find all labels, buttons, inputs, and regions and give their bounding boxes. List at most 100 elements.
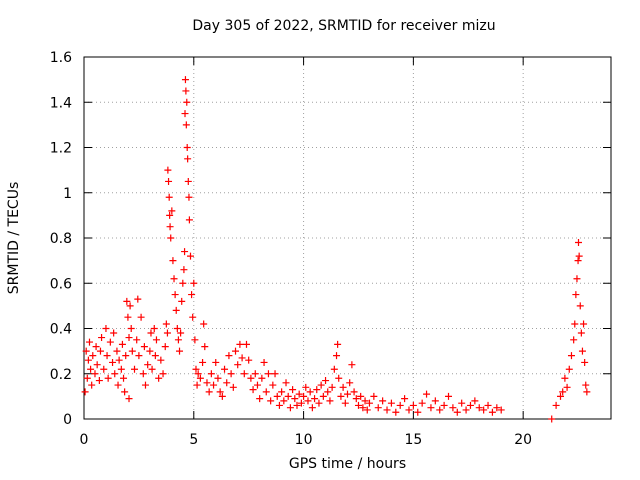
data-point [144,361,152,369]
data-point [100,365,108,373]
data-point [319,392,327,400]
data-point [155,374,163,382]
data-point [194,370,202,378]
data-point [82,347,90,355]
data-point [284,392,292,400]
data-point [423,390,431,398]
data-point [180,266,188,274]
data-point [229,383,237,391]
data-point [188,291,196,299]
data-point [571,320,579,328]
data-point [186,252,194,260]
plot-frame [83,56,612,420]
data-point [462,406,470,414]
y-tick-label: 1.4 [50,95,72,111]
data-point [216,388,224,396]
data-points [81,76,591,423]
data-point [128,347,136,355]
data-point [207,370,215,378]
data-point [488,408,496,416]
data-point [122,352,130,360]
data-point [218,392,226,400]
x-axis-label: GPS time / hours [288,456,407,472]
data-point [184,177,192,185]
data-point [348,361,356,369]
data-point [256,395,264,403]
data-point [192,365,200,373]
data-point [458,399,466,407]
data-point [273,392,281,400]
data-point [92,343,100,351]
data-point [561,374,569,382]
data-point [147,329,155,337]
data-point [88,381,96,389]
data-point [493,404,501,412]
data-point [115,356,123,364]
data-point [93,361,101,369]
y-axis-label: SRMTID / TECUs [6,181,22,295]
data-point [363,406,371,414]
data-point [168,207,176,215]
data-point [196,374,204,382]
data-point [146,347,154,355]
data-point [172,306,180,314]
data-point [297,399,305,407]
data-point [236,340,244,348]
data-point [352,395,360,403]
data-point [214,374,222,382]
data-point [289,386,297,394]
data-point [330,365,338,373]
data-point [109,358,117,366]
data-point [124,313,132,321]
data-point [133,336,141,344]
axes: 0 0.2 0.4 0.6 0.8 1 1.2 1.4 1.6 0 5 10 15 20 [50,50,612,448]
data-point [315,399,323,407]
data-point [574,257,582,265]
data-point [262,388,270,396]
data-point [179,279,187,287]
data-point [379,397,387,405]
data-point [280,397,288,405]
data-point [182,121,190,129]
data-point [131,365,139,373]
data-point [580,320,588,328]
data-point [418,399,426,407]
x-tick-label: 5 [189,432,198,448]
data-point [91,370,99,378]
data-point [245,356,253,364]
data-point [120,374,128,382]
data-point [365,399,373,407]
data-point [583,388,591,396]
data-point [249,386,257,394]
data-point [159,370,167,378]
data-point [201,343,209,351]
data-point [578,347,586,355]
data-point [171,291,179,299]
data-point [275,401,283,409]
data-point [121,388,129,396]
data-point [361,397,369,405]
data-point [210,381,218,389]
data-point [258,374,266,382]
data-point [173,325,181,332]
grid [84,57,611,419]
data-point [174,336,182,344]
data-point [484,401,492,409]
data-point [232,347,240,355]
data-point [223,379,231,387]
data-point [205,388,213,396]
data-point [350,388,358,396]
data-point [333,352,341,360]
data-point [409,401,417,409]
data-point [140,343,148,351]
data-point [126,302,134,310]
data-point [161,343,169,351]
data-point [134,295,142,303]
y-tick-label: 1 [63,186,72,202]
data-point [341,399,349,407]
data-point [267,397,275,405]
data-point [102,325,110,332]
data-point [152,336,160,344]
data-point [83,374,91,382]
data-point [225,352,233,360]
